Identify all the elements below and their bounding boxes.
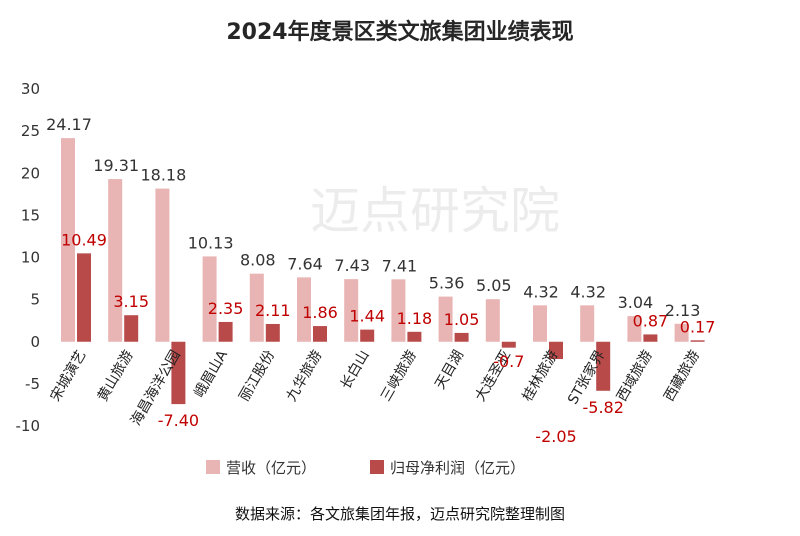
bar-revenue bbox=[61, 138, 75, 342]
revenue-value-label: 5.05 bbox=[476, 276, 512, 295]
bar-net-profit bbox=[124, 315, 139, 342]
bar-revenue bbox=[485, 299, 500, 342]
bar-net-profit bbox=[265, 323, 280, 342]
net-profit-value-label: -7.40 bbox=[158, 411, 199, 430]
bar-net-profit bbox=[313, 326, 327, 342]
category-label: 九华旅游 bbox=[284, 348, 326, 404]
net-profit-value-label: 2.11 bbox=[255, 301, 291, 320]
y-tick-label: 0 bbox=[30, 333, 40, 351]
bar-net-profit bbox=[171, 341, 186, 405]
bar-net-profit bbox=[77, 253, 91, 342]
bar-revenue bbox=[627, 316, 642, 342]
y-tick-label: 10 bbox=[21, 249, 40, 267]
category-label: 黄山旅游 bbox=[94, 347, 137, 404]
bar-net-profit bbox=[549, 341, 563, 360]
y-tick-label: -10 bbox=[16, 417, 41, 435]
bar-net-profit bbox=[643, 334, 658, 342]
y-tick-label: 5 bbox=[30, 291, 40, 309]
net-profit-value-label: -2.05 bbox=[535, 427, 576, 446]
net-profit-value-label: -0.7 bbox=[493, 352, 524, 371]
net-profit-value-label: 0.87 bbox=[633, 311, 669, 330]
revenue-value-label: 10.13 bbox=[188, 233, 234, 252]
category-label: 桂林旅游 bbox=[520, 348, 562, 404]
y-tick-label: 30 bbox=[21, 80, 40, 98]
bar-revenue bbox=[249, 273, 264, 342]
legend-swatch-revenue bbox=[206, 460, 220, 474]
revenue-value-label: 19.31 bbox=[93, 156, 139, 175]
y-tick-label: 20 bbox=[21, 164, 40, 182]
watermark-text: 迈点研究院 bbox=[310, 182, 560, 240]
bar-revenue bbox=[297, 277, 311, 342]
revenue-value-label: 18.18 bbox=[140, 166, 186, 185]
bar-revenue bbox=[155, 188, 170, 342]
bar-revenue bbox=[533, 305, 547, 342]
legend-label-revenue: 营收（亿元） bbox=[226, 459, 316, 477]
net-profit-value-label: 0.17 bbox=[680, 317, 716, 336]
chart-title: 2024年度景区类文旅集团业绩表现 bbox=[226, 20, 574, 45]
revenue-value-label: 8.08 bbox=[240, 251, 276, 270]
bar-revenue bbox=[391, 279, 406, 342]
category-label: 峨眉山A bbox=[191, 347, 231, 400]
category-label: 宋城演艺 bbox=[48, 348, 90, 404]
category-label: 丽江股份 bbox=[236, 348, 278, 404]
category-label: 长白山 bbox=[338, 348, 373, 392]
bar-net-profit bbox=[690, 340, 705, 342]
bar-net-profit bbox=[407, 331, 422, 342]
revenue-value-label: 5.36 bbox=[429, 274, 465, 293]
category-label: 西藏旅游 bbox=[661, 348, 703, 404]
legend-label-net-profit: 归母净利润（亿元） bbox=[390, 459, 525, 477]
bar-revenue bbox=[674, 323, 689, 342]
net-profit-value-label: 10.49 bbox=[61, 230, 107, 249]
revenue-value-label: 24.17 bbox=[46, 115, 92, 134]
bar-net-profit bbox=[501, 341, 516, 348]
net-profit-value-label: 1.44 bbox=[349, 307, 385, 326]
revenue-value-label: 4.32 bbox=[523, 282, 559, 301]
y-tick-label: 15 bbox=[21, 206, 40, 224]
bar-net-profit bbox=[360, 329, 375, 342]
bar-net-profit bbox=[454, 332, 469, 342]
revenue-value-label: 7.43 bbox=[334, 256, 370, 275]
revenue-value-label: 7.41 bbox=[382, 256, 418, 275]
bar-revenue bbox=[580, 305, 595, 342]
bar-revenue bbox=[202, 256, 217, 342]
bar-net-profit bbox=[596, 341, 611, 391]
revenue-value-label: 3.04 bbox=[618, 293, 654, 312]
net-profit-value-label: 1.86 bbox=[302, 303, 338, 322]
bar-revenue bbox=[108, 179, 123, 342]
net-profit-value-label: 3.15 bbox=[113, 292, 149, 311]
net-profit-value-label: -5.82 bbox=[582, 398, 623, 417]
data-source-note: 数据来源：各文旅集团年报，迈点研究院整理制图 bbox=[234, 505, 565, 523]
revenue-value-label: 7.64 bbox=[287, 254, 323, 273]
y-tick-label: 25 bbox=[21, 122, 40, 140]
category-label: 三峡旅游 bbox=[378, 348, 420, 404]
legend-swatch-net-profit bbox=[370, 460, 384, 474]
net-profit-value-label: 2.35 bbox=[208, 299, 244, 318]
revenue-value-label: 4.32 bbox=[570, 282, 606, 301]
category-label: 西域旅游 bbox=[614, 348, 656, 404]
net-profit-value-label: 1.05 bbox=[444, 310, 480, 329]
net-profit-value-label: 1.18 bbox=[397, 309, 433, 328]
revenue-value-label: 2.13 bbox=[665, 301, 701, 320]
bar-revenue bbox=[438, 296, 453, 342]
bar-net-profit bbox=[218, 321, 233, 342]
bar-revenue bbox=[344, 279, 359, 342]
y-tick-label: -5 bbox=[25, 375, 40, 393]
category-label: 天目湖 bbox=[432, 348, 467, 392]
